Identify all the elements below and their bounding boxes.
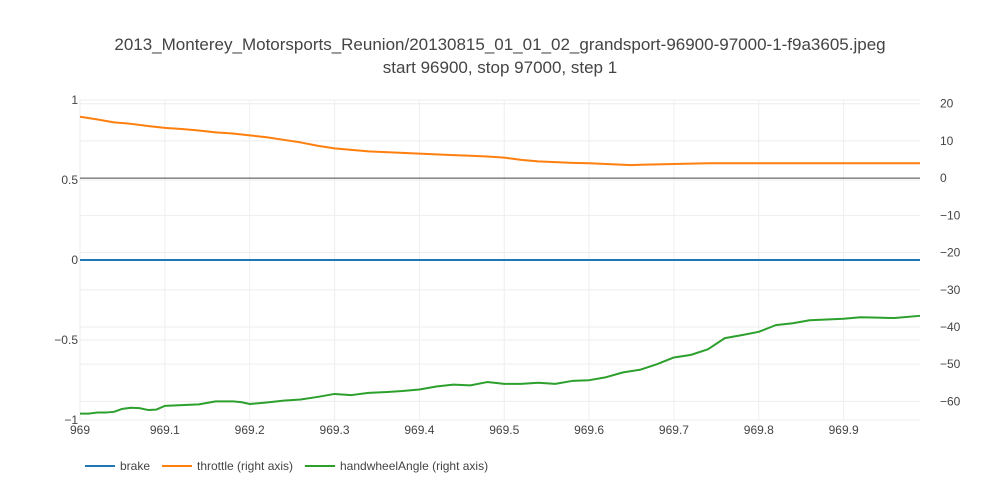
x-tick-label: 969 [70, 423, 90, 437]
series-group [79, 115, 921, 415]
x-tick-label: 969.1 [150, 423, 180, 437]
x-tick-label: 969.7 [659, 423, 689, 437]
x-tick-label: 969.3 [320, 423, 350, 437]
y-left-tick-label: 1 [71, 93, 78, 107]
y-left-tick-label: 0 [71, 253, 78, 267]
y-right-tick-label: −60 [940, 394, 961, 408]
y-right-tick-label: 10 [940, 134, 954, 148]
y-right-tick-label: 20 [940, 97, 954, 111]
x-tick-label: 969.8 [744, 423, 774, 437]
chart-title-line2: start 96900, stop 97000, step 1 [383, 58, 617, 77]
y-left-tick-label: 0.5 [61, 173, 78, 187]
series-line-throttle [79, 115, 920, 167]
legend-label: brake [120, 459, 150, 473]
legend-label: throttle (right axis) [197, 459, 293, 473]
series-line-handwheelangle [80, 314, 921, 415]
y-right-tick-label: −10 [940, 208, 961, 222]
x-tick-label: 969.4 [404, 423, 434, 437]
y-right-tick-label: 0 [940, 171, 947, 185]
y-right-tick-label: −20 [940, 246, 961, 260]
x-tick-label: 969.5 [489, 423, 519, 437]
chart-title-line1: 2013_Monterey_Motorsports_Reunion/201308… [114, 35, 885, 54]
x-tick-label: 969.9 [829, 423, 859, 437]
tick-labels: 969 969.1 969.2 969.3 969.4 969.5 969.6 969.7 96… [54, 93, 960, 437]
legend: brake throttle (right axis) handwheelAngle… [85, 459, 488, 473]
y-right-tick-label: −40 [940, 320, 961, 334]
y-left-tick-label: −0.5 [54, 333, 78, 347]
y-right-tick-label: −30 [940, 283, 961, 297]
legend-label: handwheelAngle (right axis) [340, 459, 488, 473]
y-right-tick-label: −50 [940, 357, 961, 371]
x-tick-label: 969.2 [235, 423, 265, 437]
x-tick-label: 969.6 [574, 423, 604, 437]
y-left-tick-label: −1 [64, 413, 78, 427]
